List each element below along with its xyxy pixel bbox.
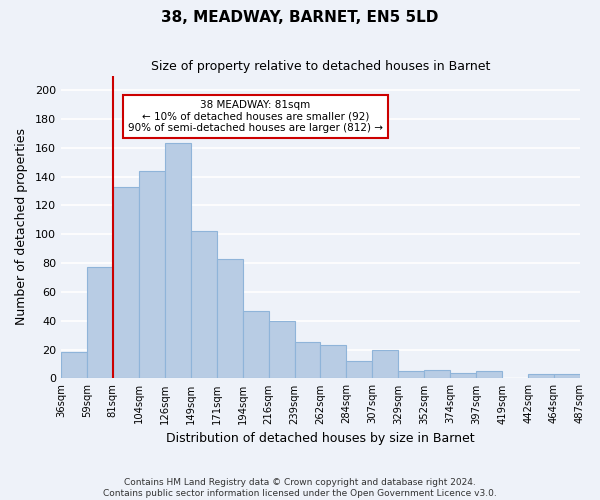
Bar <box>373 350 398 378</box>
Bar <box>165 144 191 378</box>
Bar <box>269 320 295 378</box>
Text: 38, MEADWAY, BARNET, EN5 5LD: 38, MEADWAY, BARNET, EN5 5LD <box>161 10 439 25</box>
Text: 38 MEADWAY: 81sqm
← 10% of detached houses are smaller (92)
90% of semi-detached: 38 MEADWAY: 81sqm ← 10% of detached hous… <box>128 100 383 134</box>
Bar <box>87 268 113 378</box>
Bar <box>346 361 373 378</box>
Bar <box>61 352 87 378</box>
X-axis label: Distribution of detached houses by size in Barnet: Distribution of detached houses by size … <box>166 432 475 445</box>
Bar <box>554 374 580 378</box>
Bar <box>320 346 346 378</box>
Title: Size of property relative to detached houses in Barnet: Size of property relative to detached ho… <box>151 60 490 73</box>
Bar <box>242 310 269 378</box>
Bar <box>295 342 320 378</box>
Bar <box>398 371 424 378</box>
Bar <box>424 370 450 378</box>
Text: Contains HM Land Registry data © Crown copyright and database right 2024.
Contai: Contains HM Land Registry data © Crown c… <box>103 478 497 498</box>
Bar <box>113 186 139 378</box>
Bar <box>191 232 217 378</box>
Bar <box>139 170 165 378</box>
Bar <box>450 372 476 378</box>
Bar <box>528 374 554 378</box>
Y-axis label: Number of detached properties: Number of detached properties <box>15 128 28 326</box>
Bar <box>217 258 242 378</box>
Bar <box>476 371 502 378</box>
